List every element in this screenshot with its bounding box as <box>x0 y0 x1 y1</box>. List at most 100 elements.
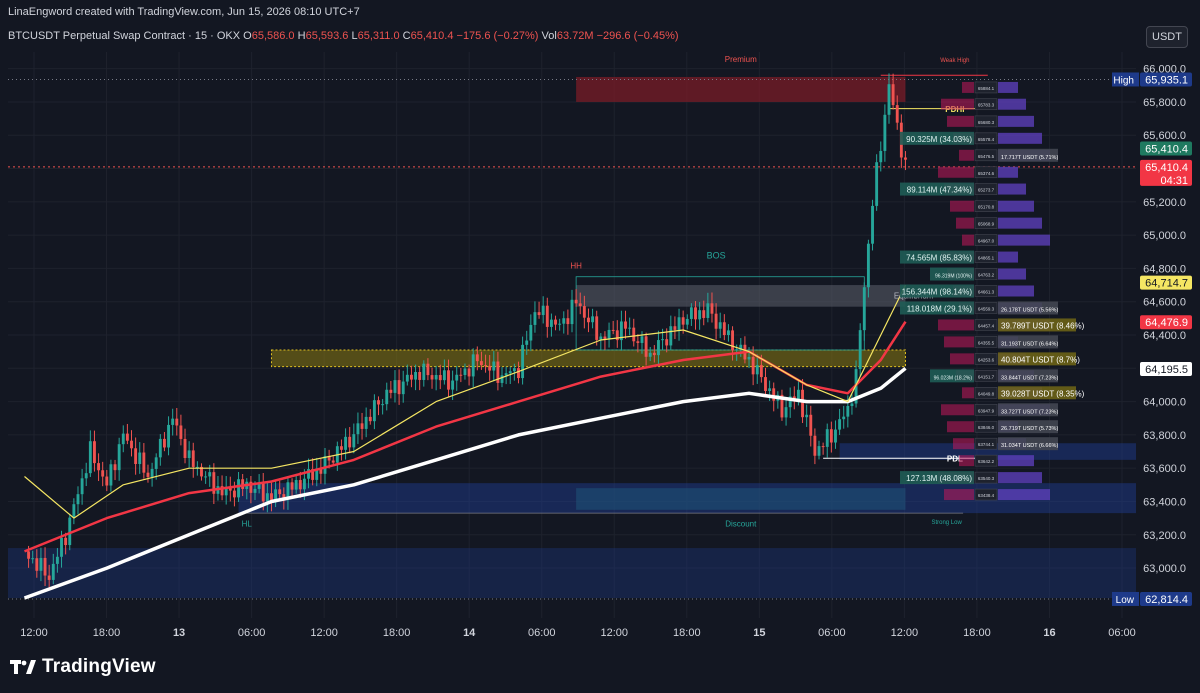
candle-body <box>694 307 697 320</box>
volume-profile-right-label-bg <box>998 403 1058 417</box>
footer <box>0 645 1200 693</box>
volume-profile-bar-right <box>998 285 1034 297</box>
candle-body <box>60 537 63 557</box>
candle-body <box>302 478 306 490</box>
volume-profile-left-label: 118.018M (29.1%) <box>907 304 973 313</box>
volume-profile-left-label: 74.565M (85.83%) <box>906 254 972 263</box>
price-axis-tag-bg <box>1112 72 1139 87</box>
candle-body <box>364 416 368 429</box>
candle-body <box>883 114 887 151</box>
volume-profile-bar-left <box>938 166 974 178</box>
candle-body <box>533 312 537 325</box>
price-axis-label-bg <box>1140 362 1192 377</box>
ema-mid-line <box>24 321 907 553</box>
candle-body <box>517 368 520 379</box>
volume-change: −296.6 (−0.45%) <box>596 30 679 42</box>
candle-body <box>385 389 389 405</box>
volume-profile-bar-right <box>998 455 1034 467</box>
candle-body <box>862 287 866 331</box>
volume-profile-bar-left <box>944 489 974 501</box>
y-axis-tick-label: 64,600.0 <box>1143 297 1186 309</box>
volume-profile-price: 65273.7 <box>978 188 995 193</box>
y-axis-tick-label: 63,000.0 <box>1143 563 1186 575</box>
candle-body <box>607 329 611 340</box>
candle-body <box>220 486 224 496</box>
volume-profile-price: 64253.6 <box>978 357 995 362</box>
candle-body <box>327 456 331 461</box>
candle-body <box>611 329 615 331</box>
volume-profile-price: 64967.0 <box>978 239 995 244</box>
volume-profile-price-cell <box>974 115 998 128</box>
candle-body <box>574 299 578 304</box>
candle-body <box>352 434 356 448</box>
candle-body <box>76 494 80 505</box>
volume-profile-price-cell <box>974 319 998 331</box>
candle-body <box>27 551 31 559</box>
volume-profile-bar-left <box>956 217 974 229</box>
volume-profile-price: 65068.9 <box>978 222 995 227</box>
volume-profile-bar-right <box>998 489 1050 501</box>
candle-body <box>475 354 479 362</box>
x-axis-tick-label: 06:00 <box>818 627 846 639</box>
volume-profile-bar-left <box>941 404 974 416</box>
candle-body <box>805 414 809 418</box>
candle-body <box>282 494 286 500</box>
candle-body <box>109 464 113 486</box>
tradingview-logo[interactable]: TradingView <box>10 656 156 678</box>
symbol-name[interactable]: BTCUSDT Perpetual Swap Contract · 15 · O… <box>8 30 241 42</box>
candle-body <box>442 370 446 381</box>
candle-body <box>545 305 549 327</box>
candle-body <box>340 446 343 450</box>
candle-body <box>101 470 105 477</box>
candle-body <box>331 460 335 463</box>
candle-body <box>829 429 833 443</box>
zone-demand-blue-upper- <box>839 443 1136 460</box>
candle-body <box>772 388 776 401</box>
volume-profile-left-label: 96.319M (100%) <box>935 274 972 280</box>
price-axis-tag: Low <box>1116 595 1135 606</box>
candle-body <box>512 368 516 372</box>
candle-body <box>558 323 562 325</box>
candle-body <box>492 361 496 371</box>
candle-body <box>88 441 92 474</box>
volume-profile-right-label: 39.028T USDT (8.35%) <box>1001 389 1085 398</box>
candle-body <box>84 473 88 479</box>
annotation-hh: HH <box>570 261 582 270</box>
candle-body <box>195 466 199 468</box>
volume-profile-price: 63846.0 <box>978 425 995 430</box>
candle-body <box>735 349 739 351</box>
volume-profile-price: 63642.2 <box>978 459 995 464</box>
volume-profile-bar-right <box>998 132 1042 144</box>
currency-button[interactable]: USDT <box>1146 26 1188 48</box>
annotation-strong-low: Strong Low <box>931 520 962 526</box>
candle-body <box>632 327 636 342</box>
candle-body <box>784 407 788 418</box>
candle-body <box>521 344 525 379</box>
volume-profile-price: 63744.1 <box>978 442 995 447</box>
candle-body <box>615 330 619 341</box>
volume-profile-bar-right <box>998 183 1026 195</box>
candle-body <box>595 316 599 340</box>
candle-body <box>673 326 677 330</box>
symbol-info-line: BTCUSDT Perpetual Swap Contract · 15 · O… <box>8 30 679 42</box>
x-axis-tick-label: 16 <box>1043 627 1055 639</box>
x-axis-tick-label: 13 <box>173 627 185 639</box>
volume-profile-price-cell <box>974 217 998 229</box>
volume-profile-left-label: 96.023M (18.2%) <box>934 375 973 381</box>
candle-body <box>257 483 261 489</box>
volume-profile-price-cell <box>974 488 998 501</box>
candle-body <box>393 380 397 393</box>
candle-body <box>685 318 689 325</box>
volume-profile-right-label: 26.719T USDT (5.73%) <box>1001 426 1058 432</box>
price-axis-label-bg <box>1140 315 1192 330</box>
zone-equilibrium <box>576 285 906 307</box>
volume-profile-price-cell <box>974 403 998 416</box>
candle-body <box>858 330 862 370</box>
volume-profile-bar-right <box>998 98 1026 110</box>
volume-profile-price-cell <box>974 98 998 111</box>
volume-profile-price: 65884.1 <box>978 86 995 91</box>
volume-profile-price: 64661.3 <box>978 290 995 295</box>
candle-body <box>150 468 154 477</box>
candle-body <box>451 380 455 390</box>
